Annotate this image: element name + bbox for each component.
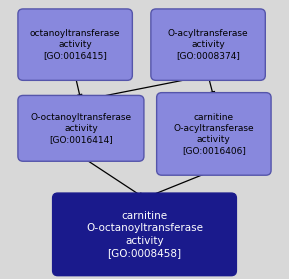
FancyBboxPatch shape [18,9,132,80]
FancyBboxPatch shape [53,193,236,276]
Text: carnitine
O-acyltransferase
activity
[GO:0016406]: carnitine O-acyltransferase activity [GO… [174,113,254,155]
FancyBboxPatch shape [151,9,265,80]
Text: carnitine
O-octanoyltransferase
activity
[GO:0008458]: carnitine O-octanoyltransferase activity… [86,211,203,258]
Text: O-octanoyltransferase
activity
[GO:0016414]: O-octanoyltransferase activity [GO:00164… [30,113,131,144]
Text: O-acyltransferase
activity
[GO:0008374]: O-acyltransferase activity [GO:0008374] [168,29,248,60]
FancyBboxPatch shape [157,93,271,175]
Text: octanoyltransferase
activity
[GO:0016415]: octanoyltransferase activity [GO:0016415… [30,29,121,60]
FancyBboxPatch shape [18,95,144,161]
